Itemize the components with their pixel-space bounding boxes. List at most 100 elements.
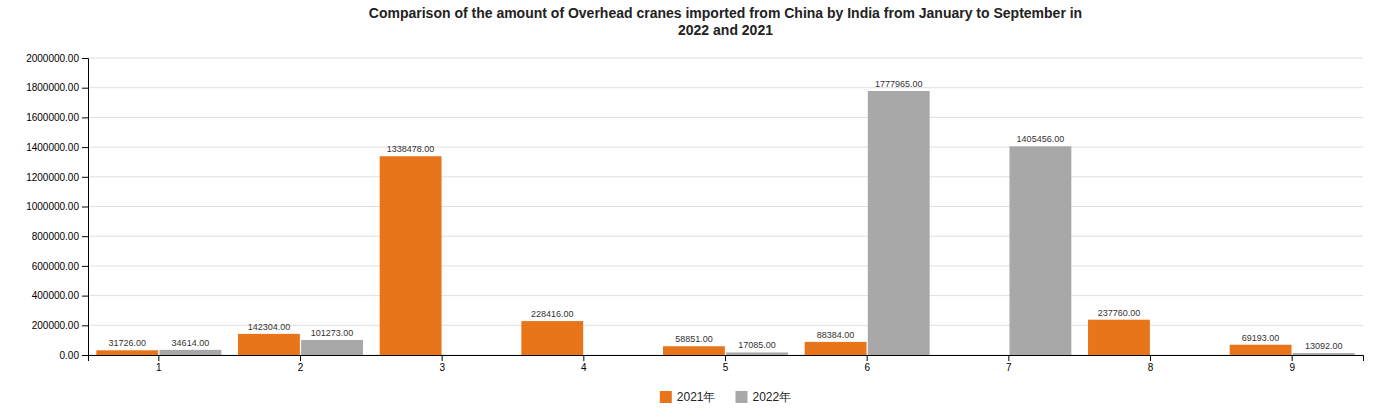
tick-label: 200000.00 [32, 320, 80, 331]
grid-line [88, 117, 1363, 118]
x-tick: 4 [581, 355, 587, 373]
grid-line [88, 147, 1363, 148]
tick-mark [1292, 355, 1293, 361]
tick-label: 2000000.00 [26, 53, 79, 64]
bar [1151, 355, 1213, 356]
tick-mark [583, 355, 584, 361]
tick-mark [82, 147, 88, 148]
axis-line [89, 356, 1364, 362]
tick-label: 5 [723, 362, 729, 373]
x-tick: 2 [298, 355, 304, 373]
legend-item: 2022年 [736, 390, 792, 404]
y-tick: 1800000.00 [26, 82, 88, 93]
grid-line [88, 87, 1363, 88]
data-label: 13092.00 [1305, 341, 1343, 351]
data-label: 34614.00 [172, 338, 210, 348]
bar [1230, 345, 1292, 355]
tick-label: 6 [864, 362, 870, 373]
grid-line [88, 206, 1363, 207]
y-axis: 0.00 200000.00 400000.00 600000.00 800000.00… [26, 53, 88, 361]
y-tick: 200000.00 [32, 320, 88, 331]
y-tick: 800000.00 [32, 231, 88, 242]
y-tick: 0.00 [60, 350, 88, 361]
tick-label: 1400000.00 [26, 142, 79, 153]
tick-label: 3 [439, 362, 445, 373]
x-tick: 9 [1289, 355, 1295, 373]
bar [663, 346, 725, 355]
grid-line [88, 295, 1363, 296]
bar [946, 355, 1008, 356]
tick-mark [867, 355, 868, 361]
legend: 2021年 2022年 [660, 390, 791, 404]
legend-item: 2021年 [660, 390, 716, 404]
tick-mark [82, 325, 88, 326]
tick-label: 600000.00 [32, 261, 80, 272]
tick-mark [82, 266, 88, 267]
x-tick: 5 [723, 355, 729, 373]
bar [159, 350, 221, 355]
bar [726, 352, 788, 355]
bar [868, 91, 930, 355]
tick-mark [82, 117, 88, 118]
axis-line [82, 59, 89, 356]
tick-label: 400000.00 [32, 290, 80, 301]
bar [805, 342, 867, 355]
tick-mark [725, 355, 726, 361]
grid-line [88, 236, 1363, 237]
x-tick: 8 [1148, 355, 1154, 373]
tick-mark [82, 207, 88, 208]
tick-label: 800000.00 [32, 231, 80, 242]
tick-mark [82, 355, 88, 356]
tick-label: 1800000.00 [26, 82, 79, 93]
bar [301, 340, 363, 355]
tick-label: 0.00 [60, 350, 80, 361]
tick-mark [300, 355, 301, 361]
tick-mark [82, 88, 88, 89]
title: Comparison of the amount of Overhead cra… [369, 5, 1082, 38]
bar [1009, 146, 1071, 355]
tick-mark [82, 177, 88, 178]
data-label: 101273.00 [311, 328, 354, 338]
tick-mark [82, 296, 88, 297]
grid-line [88, 176, 1363, 177]
tick-mark [158, 355, 159, 361]
bar-series [96, 156, 1291, 355]
tick-label: 8 [1148, 362, 1154, 373]
bar [238, 334, 300, 355]
y-tick: 1400000.00 [26, 142, 88, 153]
legend-swatch [660, 391, 672, 403]
x-tick: 6 [864, 355, 870, 373]
data-label: 228416.00 [531, 309, 574, 319]
bars [96, 91, 1354, 355]
y-tick: 1000000.00 [26, 201, 88, 212]
grid-line [88, 58, 1363, 59]
y-tick: 1600000.00 [26, 112, 88, 123]
y-tick: 600000.00 [32, 261, 88, 272]
bar [96, 350, 158, 355]
grid-line [88, 265, 1363, 266]
data-label: 69193.00 [1242, 333, 1280, 343]
tick-label: 1600000.00 [26, 112, 79, 123]
legend-label: 2021年 [677, 390, 716, 404]
y-tick: 400000.00 [32, 290, 88, 301]
bar-series [159, 91, 1354, 355]
tick-mark [1150, 355, 1151, 361]
tick-mark [82, 58, 88, 59]
bar [584, 355, 646, 356]
tick-label: 4 [581, 362, 587, 373]
legend-label: 2022年 [753, 390, 792, 404]
data-labels: 31726.00142304.001338478.00228416.005885… [109, 79, 1343, 351]
data-label: 1405456.00 [1017, 134, 1065, 144]
data-label: 31726.00 [109, 338, 147, 348]
grid [88, 58, 1363, 355]
tick-mark [1008, 355, 1009, 361]
chart: 0.00 200000.00 400000.00 600000.00 800000.00… [0, 0, 1383, 413]
tick-label: 1200000.00 [26, 172, 79, 183]
data-label: 58851.00 [675, 334, 713, 344]
y-tick: 2000000.00 [26, 53, 88, 64]
data-label: 17085.00 [738, 340, 776, 350]
x-tick: 1 [156, 355, 162, 373]
y-tick: 1200000.00 [26, 172, 88, 183]
tick-label: 2 [298, 362, 304, 373]
data-label: 142304.00 [248, 322, 291, 332]
